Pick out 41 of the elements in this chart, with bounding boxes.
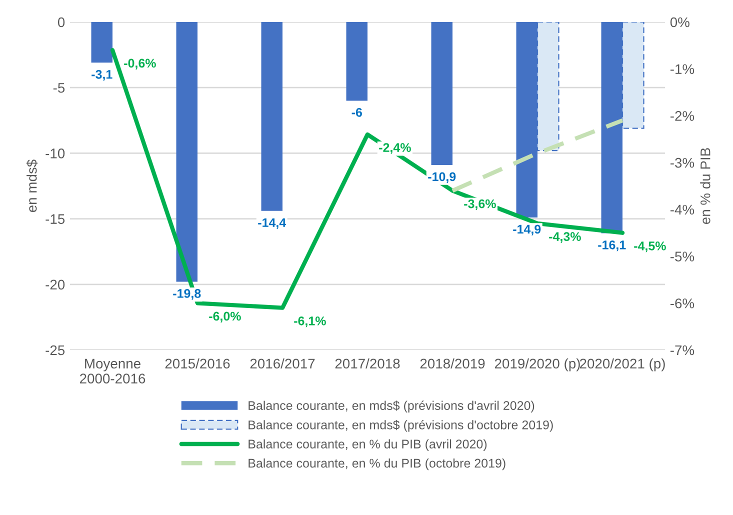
y-tick-label: -10 bbox=[46, 148, 65, 158]
legend-label: Balance courante, en mds$ (prévisions d'avril 2020) bbox=[248, 400, 534, 412]
legend-label: Balance courante, en mds$ (prévisions d'octobre 2019) bbox=[248, 420, 553, 432]
y2-tick-label: -2% bbox=[670, 111, 694, 121]
y2-tick-label: 0% bbox=[670, 17, 690, 28]
data-label: -3,1 bbox=[92, 70, 112, 81]
data-label: -19,8 bbox=[173, 289, 201, 300]
legend-label: Balance courante, en % du PIB (octobre 2019) bbox=[248, 458, 506, 470]
y2-tick-label: -3% bbox=[670, 158, 694, 168]
data-label: -10,9 bbox=[428, 172, 456, 183]
data-label: -4,3% bbox=[549, 232, 581, 243]
data-label: -6,1% bbox=[294, 316, 326, 328]
y-tick-label: -5 bbox=[53, 83, 65, 93]
x-tick-label: 2015/2016 bbox=[165, 358, 230, 369]
data-label: -4,5% bbox=[634, 242, 666, 252]
y-tick-label: -15 bbox=[46, 214, 65, 224]
data-label: -6,0% bbox=[209, 312, 241, 322]
y-tick-label: -25 bbox=[46, 345, 65, 356]
y2-tick-label: -4% bbox=[670, 204, 694, 215]
data-label: -0,6% bbox=[124, 58, 156, 70]
y-tick-label: -20 bbox=[46, 280, 65, 290]
data-label: -16,1 bbox=[598, 240, 626, 252]
x-tick-label: 2017/2018 bbox=[335, 358, 400, 369]
y2-axis-title: en % du PIB bbox=[700, 148, 710, 224]
y-tick-label: 0 bbox=[58, 17, 65, 28]
x-tick-label: 2020/2021 (p) bbox=[580, 358, 665, 372]
x-tick-label: 2018/2019 bbox=[420, 358, 485, 369]
y2-tick-label: -5% bbox=[670, 252, 694, 262]
data-label: -14,4 bbox=[258, 218, 286, 229]
data-label: -14,9 bbox=[513, 224, 541, 236]
data-label: -6 bbox=[352, 108, 362, 117]
x-tick-label: 2016/2017 bbox=[250, 358, 315, 369]
y2-tick-label: -7% bbox=[670, 345, 694, 356]
y-axis-title: en mds$ bbox=[26, 160, 38, 212]
legend-label: Balance courante, en % du PIB (avril 2020) bbox=[248, 439, 487, 451]
data-label: -2,4% bbox=[379, 143, 411, 154]
y2-tick-label: -6% bbox=[670, 298, 694, 308]
x-tick-label: Moyenne 2000-2016 bbox=[80, 358, 146, 384]
data-label: -3,6% bbox=[464, 199, 496, 210]
x-tick-label: 2019/2020 (p) bbox=[494, 358, 580, 372]
y2-tick-label: -1% bbox=[670, 64, 694, 74]
